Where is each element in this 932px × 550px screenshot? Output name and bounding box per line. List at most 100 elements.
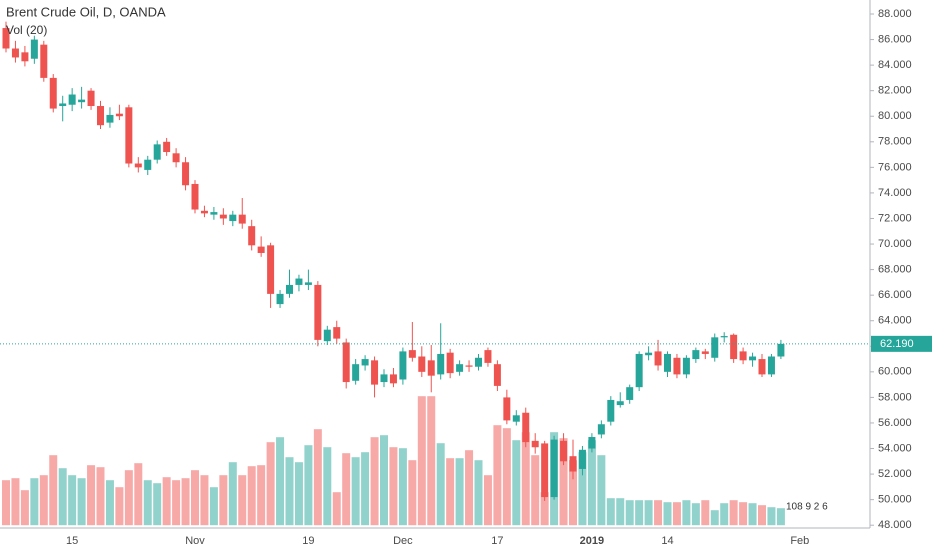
candle-body	[172, 153, 180, 163]
candle-body	[87, 90, 95, 107]
last-price-label: 62.190	[880, 338, 914, 350]
volume-bar	[739, 502, 748, 526]
candle-body	[267, 245, 275, 294]
volume-bar	[587, 440, 596, 526]
volume-bar	[691, 503, 700, 526]
volume-bar	[776, 508, 785, 526]
volume-bar	[143, 480, 152, 526]
candle-body	[437, 353, 445, 375]
y-tick-label: 68.000	[878, 264, 912, 276]
last-price-box	[871, 335, 932, 352]
volume-bar	[493, 425, 502, 526]
volume-bar	[531, 455, 540, 526]
volume-bar	[313, 429, 322, 526]
volume-bar	[294, 462, 303, 526]
volume-bar	[446, 458, 455, 526]
candle-body	[97, 106, 104, 126]
volume-bar	[191, 470, 199, 526]
volume-bar	[342, 453, 351, 526]
volume-bar	[361, 452, 370, 526]
y-tick-label: 88.000	[878, 8, 912, 20]
candle-body	[352, 364, 360, 381]
x-tick-label: 2019	[580, 535, 604, 547]
candle-body	[550, 439, 558, 498]
volume-bar	[58, 468, 67, 526]
y-tick-label: 82.000	[878, 85, 912, 97]
volume-bar	[153, 483, 162, 526]
candle-body	[210, 212, 218, 215]
volume-bar	[635, 500, 644, 526]
candle-body	[616, 401, 624, 406]
volume-bar	[710, 510, 719, 526]
candle-body	[276, 293, 284, 305]
candle-body	[418, 356, 426, 372]
candle-body	[59, 103, 67, 107]
x-tick-label: 15	[66, 535, 78, 547]
candle-body	[389, 374, 397, 384]
candle-body	[342, 342, 350, 383]
candle-body	[739, 351, 747, 361]
y-tick-label: 58.000	[878, 391, 912, 403]
candle-body	[144, 159, 152, 170]
volume-bar	[758, 505, 766, 526]
candle-body	[182, 162, 190, 186]
candle-body	[257, 246, 265, 253]
candle-body	[408, 350, 416, 358]
volume-bar	[502, 428, 511, 526]
volume-bar	[370, 437, 379, 526]
volume-bar	[247, 466, 256, 526]
volume-bar	[20, 490, 29, 526]
volume-bar	[559, 438, 568, 526]
candle-body	[758, 359, 766, 375]
candle-body	[456, 364, 464, 372]
candle-body	[749, 356, 757, 361]
volume-bar	[115, 487, 124, 526]
y-tick-label: 66.000	[878, 289, 912, 301]
volume-bar	[398, 448, 407, 526]
volume-bar	[228, 462, 237, 526]
volume-bar	[323, 447, 332, 526]
volume-bar	[748, 503, 757, 526]
volume-bar	[134, 463, 143, 526]
volume-bar	[663, 502, 672, 526]
y-tick-label: 52.000	[878, 468, 912, 480]
volume-bar	[465, 450, 474, 526]
candle-body	[446, 352, 454, 374]
candle-body	[503, 397, 511, 421]
candle-body	[191, 183, 199, 210]
volume-bar	[408, 460, 417, 526]
candle-body	[597, 424, 605, 435]
volume-bar	[96, 467, 105, 526]
volume-bar	[77, 478, 86, 526]
volume-bar	[436, 443, 445, 526]
volume-bar	[569, 460, 577, 526]
volume-bar	[49, 455, 58, 526]
candle-body	[427, 360, 435, 376]
candle-body	[635, 353, 643, 388]
candle-body	[673, 357, 681, 375]
candle-body	[569, 456, 577, 472]
candle-body	[163, 141, 171, 153]
candle-body	[692, 350, 700, 360]
volume-bar	[654, 500, 663, 526]
candle-body	[588, 437, 596, 449]
candle-body	[701, 351, 709, 354]
candle-body	[777, 343, 785, 357]
candle-body	[720, 336, 728, 338]
candle-body	[531, 440, 539, 448]
volume-bar	[644, 500, 653, 526]
candle-body	[371, 360, 379, 385]
candle-body	[475, 357, 482, 367]
volume-bar	[209, 487, 218, 526]
chart-title: Brent Crude Oil, D, OANDA	[6, 4, 166, 19]
volume-bar	[172, 480, 181, 526]
x-tick-label: Feb	[790, 535, 809, 547]
volume-bar	[351, 457, 360, 526]
candle-body	[333, 327, 341, 339]
y-tick-label: 86.000	[878, 33, 912, 45]
candle-body	[219, 214, 227, 219]
volume-bar	[521, 432, 530, 526]
x-tick-label: 17	[491, 535, 503, 547]
volume-bar	[380, 435, 388, 526]
candle-body	[512, 415, 520, 422]
